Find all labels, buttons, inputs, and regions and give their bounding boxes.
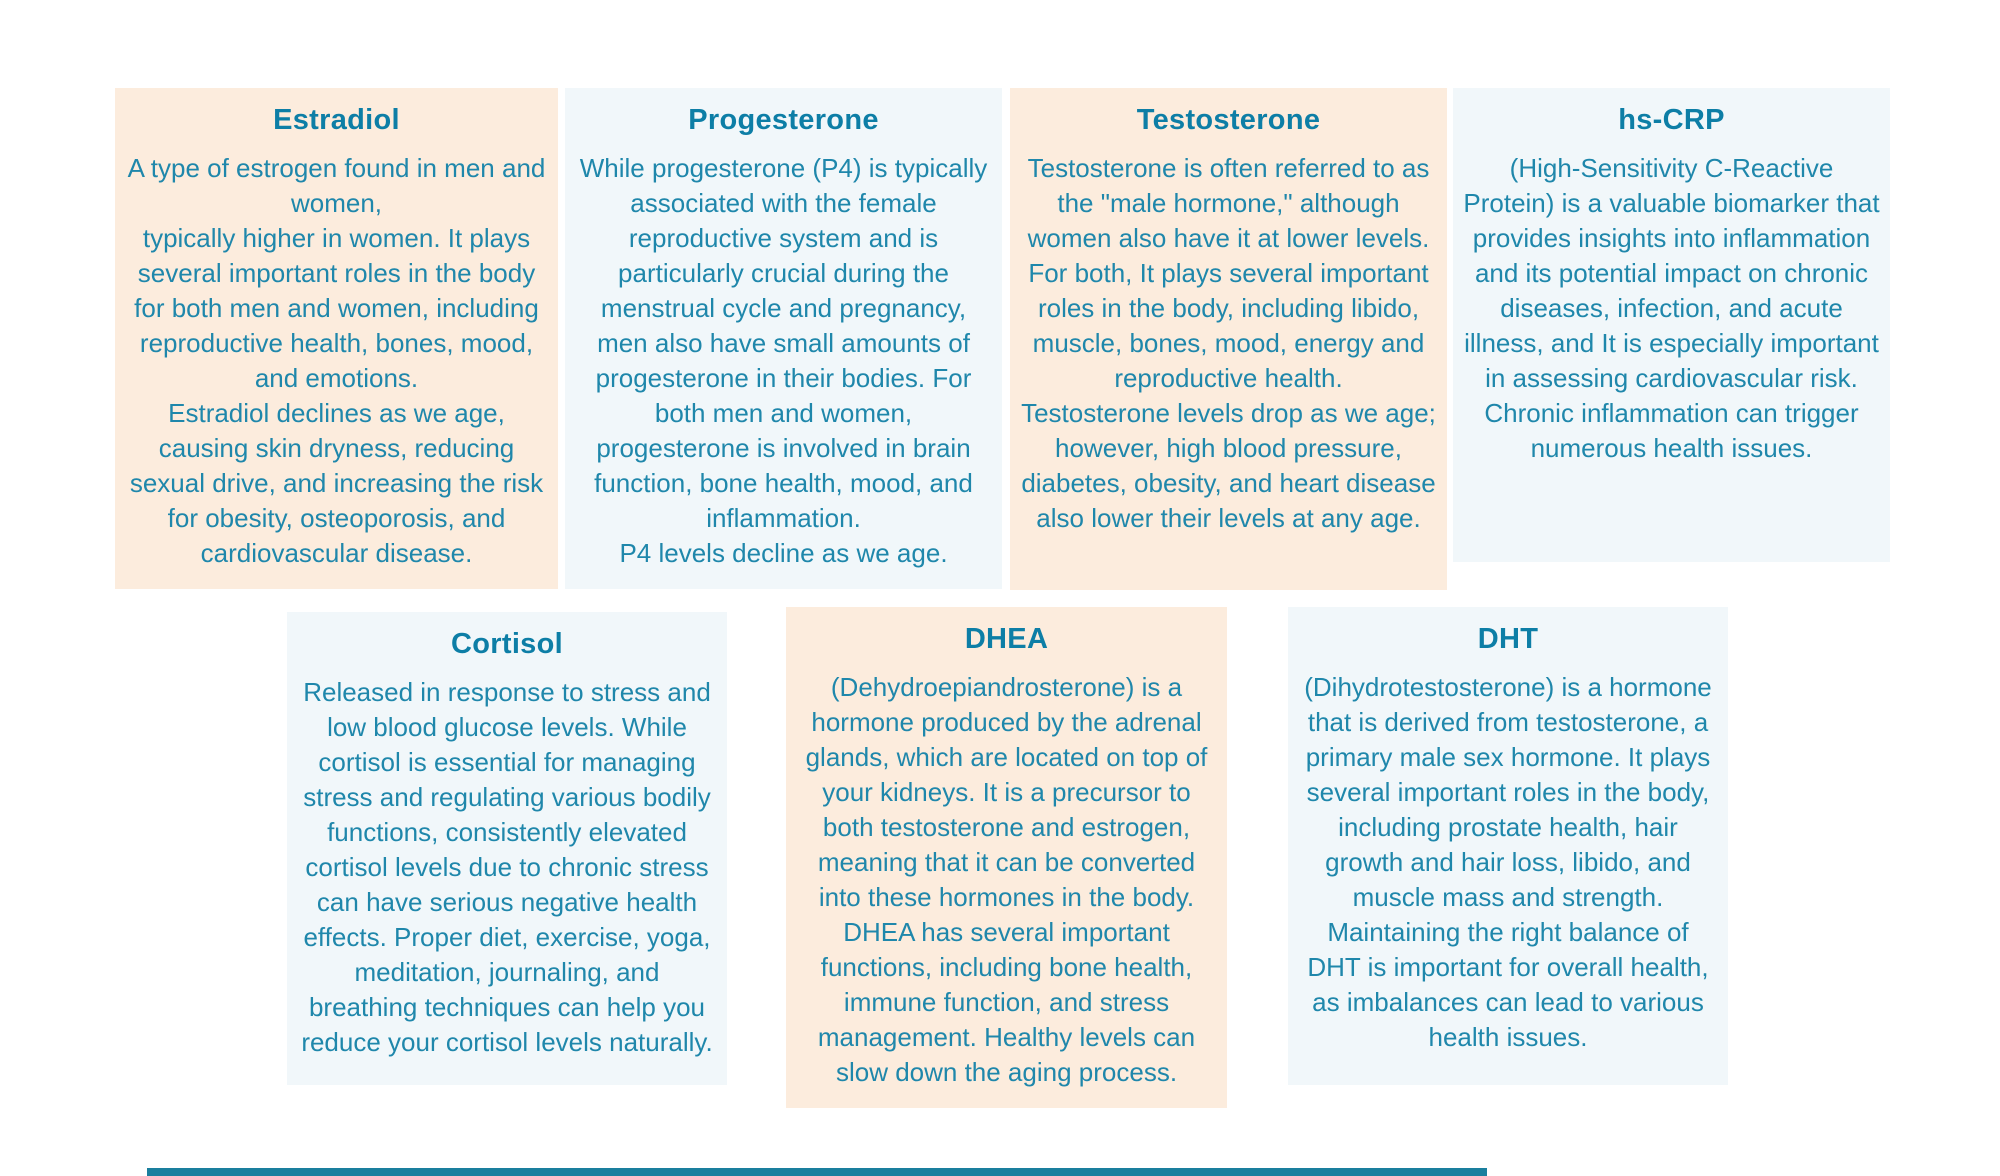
card-title-cortisol: Cortisol [451, 628, 563, 660]
card-estradiol: Estradiol A type of estrogen found in me… [115, 88, 558, 589]
card-body-estradiol: A type of estrogen found in men and wome… [127, 153, 546, 568]
card-cortisol: Cortisol Released in response to stress … [287, 612, 727, 1085]
card-title-estradiol: Estradiol [273, 104, 400, 136]
card-title-hs-crp: hs-CRP [1618, 104, 1725, 136]
card-body-progesterone: While progesterone (P4) is typically ass… [579, 153, 988, 568]
card-title-dhea: DHEA [964, 623, 1049, 655]
card-progesterone: Progesterone While progesterone (P4) is … [565, 88, 1002, 589]
card-hs-crp: hs-CRP (High-Sensitivity C-Reactive Prot… [1453, 88, 1890, 562]
card-dht: DHT (Dihydrotestosterone) is a hormone t… [1288, 607, 1728, 1085]
card-body-testosterone: Testosterone is often referred to as the… [1021, 153, 1436, 533]
bottom-accent-bar [147, 1168, 1487, 1176]
card-title-testosterone: Testosterone [1136, 104, 1321, 136]
card-title-dht: DHT [1477, 623, 1539, 655]
card-title-progesterone: Progesterone [688, 104, 879, 136]
card-body-dht: (Dihydrotestosterone) is a hormone that … [1304, 672, 1712, 1052]
card-body-dhea: (Dehydroepiandrosterone) is a hormone pr… [805, 672, 1208, 1087]
card-dhea: DHEA (Dehydroepiandrosterone) is a hormo… [786, 607, 1227, 1108]
card-body-hs-crp: (High-Sensitivity C-Reactive Protein) is… [1463, 153, 1880, 463]
card-body-cortisol: Released in response to stress and low b… [301, 677, 713, 1057]
card-testosterone: Testosterone Testosterone is often refer… [1010, 88, 1447, 590]
